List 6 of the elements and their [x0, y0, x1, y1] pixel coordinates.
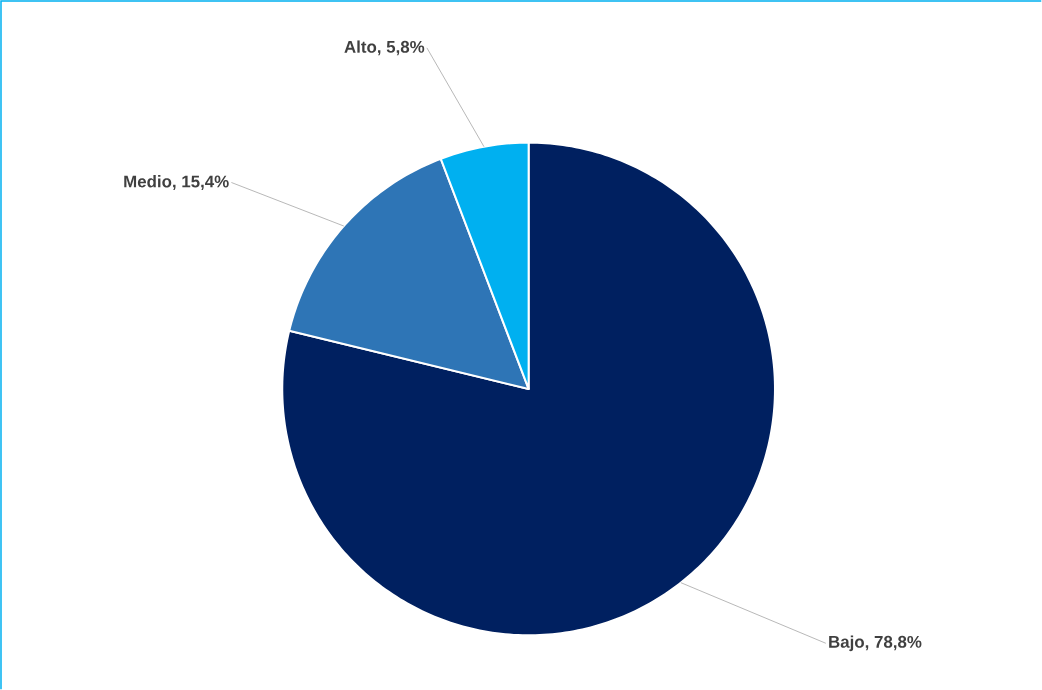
data-label: , 15,4% [173, 175, 229, 190]
slice-label: Alto [344, 40, 377, 53]
data-label: , 78,8% [865, 635, 922, 651]
slice-label: Bajo [829, 635, 864, 652]
data-label: , 5,8% [377, 40, 425, 56]
slice-label: Medio [124, 175, 172, 188]
